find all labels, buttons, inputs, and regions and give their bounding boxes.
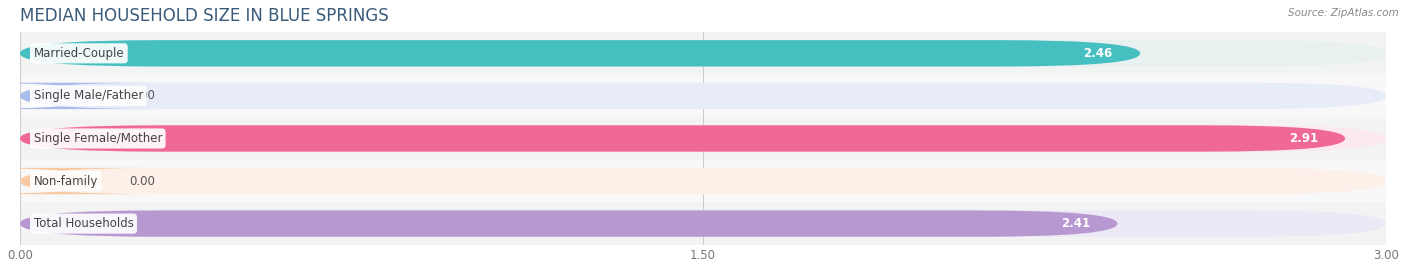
FancyBboxPatch shape: [20, 160, 1386, 202]
FancyBboxPatch shape: [20, 210, 1386, 237]
FancyBboxPatch shape: [20, 168, 1386, 194]
Text: Total Households: Total Households: [34, 217, 134, 230]
FancyBboxPatch shape: [20, 75, 1386, 117]
FancyBboxPatch shape: [0, 168, 162, 194]
Text: Married-Couple: Married-Couple: [34, 47, 124, 60]
FancyBboxPatch shape: [20, 125, 1386, 152]
Text: Single Male/Father: Single Male/Father: [34, 89, 143, 102]
FancyBboxPatch shape: [20, 210, 1118, 237]
FancyBboxPatch shape: [20, 125, 1346, 152]
FancyBboxPatch shape: [20, 117, 1386, 160]
FancyBboxPatch shape: [20, 83, 1386, 109]
Text: Single Female/Mother: Single Female/Mother: [34, 132, 162, 145]
Text: Source: ZipAtlas.com: Source: ZipAtlas.com: [1288, 8, 1399, 18]
FancyBboxPatch shape: [20, 40, 1140, 66]
FancyBboxPatch shape: [20, 40, 1386, 66]
FancyBboxPatch shape: [0, 83, 162, 109]
Text: 2.41: 2.41: [1062, 217, 1090, 230]
Text: 0.00: 0.00: [129, 89, 155, 102]
FancyBboxPatch shape: [20, 202, 1386, 245]
Text: Non-family: Non-family: [34, 175, 98, 187]
Text: 2.46: 2.46: [1084, 47, 1114, 60]
Text: 0.00: 0.00: [129, 175, 155, 187]
Text: 2.91: 2.91: [1289, 132, 1317, 145]
FancyBboxPatch shape: [20, 32, 1386, 75]
Text: MEDIAN HOUSEHOLD SIZE IN BLUE SPRINGS: MEDIAN HOUSEHOLD SIZE IN BLUE SPRINGS: [20, 7, 388, 25]
